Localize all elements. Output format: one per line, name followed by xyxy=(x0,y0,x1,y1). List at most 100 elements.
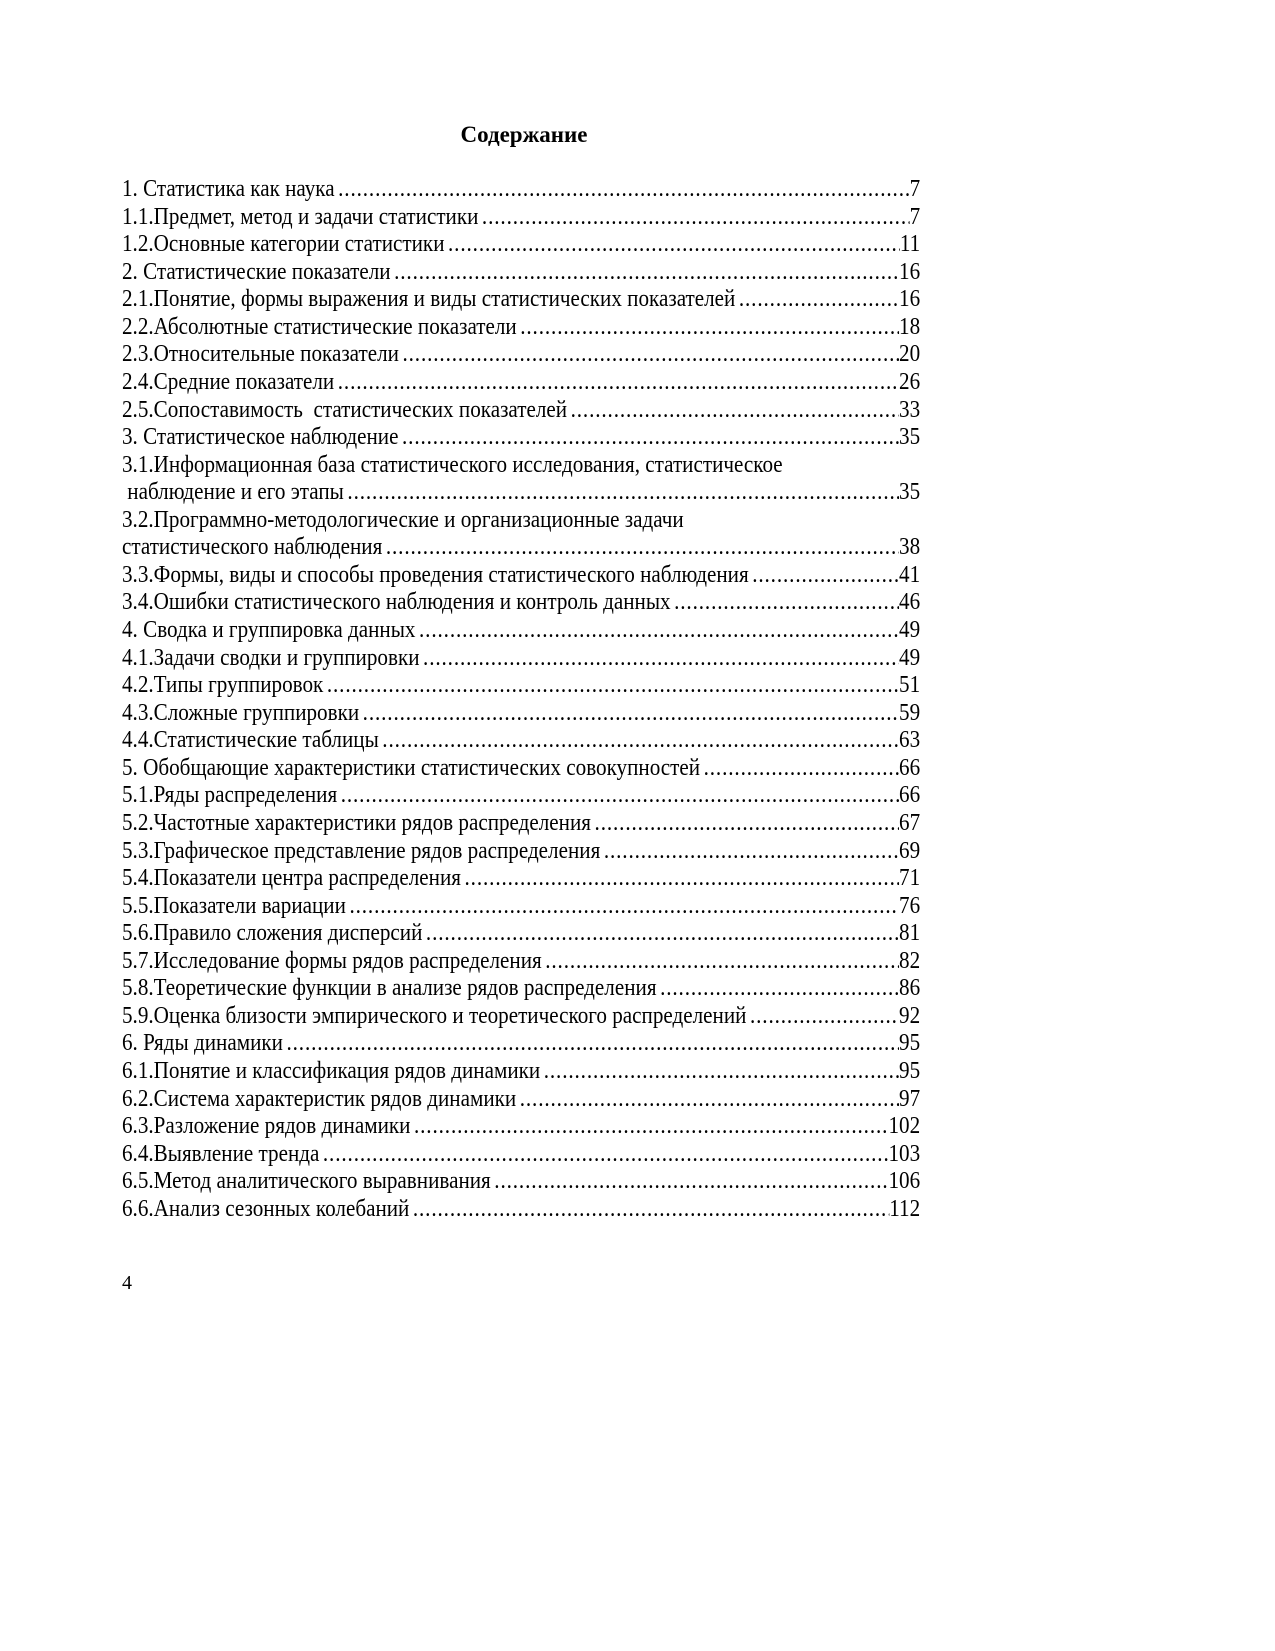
toc-entry-title: 2.2.Абсолютные статистические показатели xyxy=(122,313,517,340)
toc-entry-page: 35 xyxy=(899,479,921,506)
toc-entry[interactable]: 2.2.Абсолютные статистические показатели… xyxy=(122,314,920,342)
dot-leader: ........................................… xyxy=(340,782,899,809)
toc-entry-title: 2. Статистические показатели xyxy=(122,258,391,285)
toc-entry[interactable]: 6.2.Система характеристик рядов динамики… xyxy=(122,1086,920,1114)
toc-entry[interactable]: 3. Статистическое наблюдение............… xyxy=(122,424,920,452)
toc-entry-page: 51 xyxy=(899,672,921,699)
toc-entry-title: 3.3.Формы, виды и способы проведения ста… xyxy=(122,561,749,588)
toc-entry-title: 6.1.Понятие и классификация рядов динами… xyxy=(122,1058,541,1084)
toc-entry-title: 6. Ряды динамики xyxy=(122,1030,283,1057)
dot-leader: ........................................… xyxy=(494,1168,889,1195)
toc-entry-title: статистического наблюдения xyxy=(122,534,383,561)
toc-entry[interactable]: 6.4.Выявление тренда....................… xyxy=(122,1141,920,1169)
toc-entry-page: 41 xyxy=(899,561,921,588)
toc-entry-title: 2.1.Понятие, формы выражения и виды стат… xyxy=(122,286,736,313)
toc-entry-title: 4.1.Задачи сводки и группировки xyxy=(122,644,420,671)
toc-entry[interactable]: 5.9.Оценка близости эмпирического и теор… xyxy=(122,1003,920,1031)
toc-entry-title: 6.3.Разложение рядов динамики xyxy=(122,1113,411,1140)
dot-leader: ........................................… xyxy=(286,1030,899,1057)
toc-entry-page: 86 xyxy=(899,975,921,1002)
toc-entry-title: 4.3.Сложные группировки xyxy=(122,699,360,726)
dot-leader: ........................................… xyxy=(752,561,900,588)
toc-entry-page: 81 xyxy=(899,920,921,947)
toc-entry-title: 5.8.Теоретические функции в анализе рядо… xyxy=(122,975,657,1002)
toc-entry[interactable]: 5.7.Исследование формы рядов распределен… xyxy=(122,948,920,976)
toc-entry[interactable]: 4.4.Статистические таблицы..............… xyxy=(122,727,920,755)
toc-entry-title: 5.7.Исследование формы рядов распределен… xyxy=(122,947,542,974)
toc-entry[interactable]: 5.4.Показатели центра распределения.....… xyxy=(122,865,920,893)
toc-entry-page: 66 xyxy=(899,782,921,809)
toc-entry[interactable]: 6.5.Метод аналитического выравнивания...… xyxy=(122,1168,920,1196)
toc-entry[interactable]: 3.2.Программно-методологические и органи… xyxy=(122,507,920,562)
dot-leader: ........................................… xyxy=(419,617,900,643)
toc-entry[interactable]: 2.1.Понятие, формы выражения и виды стат… xyxy=(122,286,920,314)
toc-entry-page: 69 xyxy=(899,837,921,864)
toc-entry-page: 18 xyxy=(899,313,921,340)
toc-entry[interactable]: 1. Статистика как наука.................… xyxy=(122,176,920,204)
toc-entry[interactable]: 2.5.Сопоставимость статистических показа… xyxy=(122,397,920,425)
toc-entry-title: 5.3.Графическое представление рядов расп… xyxy=(122,837,601,864)
toc-entry-page: 38 xyxy=(899,534,921,561)
dot-leader: ........................................… xyxy=(519,1085,899,1112)
toc-entry-page: 7 xyxy=(909,176,921,202)
toc-entry-title: 3.2.Программно-методологические и органи… xyxy=(122,506,684,533)
toc-entry[interactable]: 6.6.Анализ сезонных колебаний...........… xyxy=(122,1196,920,1224)
toc-entry-title: 5. Обобщающие характеристики статистичес… xyxy=(122,754,701,781)
toc-entry[interactable]: 5.3.Графическое представление рядов расп… xyxy=(122,838,920,866)
toc-entry-title: 4.2.Типы группировок xyxy=(122,672,324,699)
toc-entry[interactable]: 6.1.Понятие и классификация рядов динами… xyxy=(122,1058,920,1086)
toc-entry-title: 3.1.Информационная база статистического … xyxy=(122,451,783,478)
toc-entry[interactable]: 4.2.Типы группировок....................… xyxy=(122,672,920,700)
dot-leader: ........................................… xyxy=(594,809,900,836)
toc-entry-page: 76 xyxy=(899,892,921,919)
toc-entry-page: 112 xyxy=(889,1195,921,1222)
toc-entry[interactable]: 5.8.Теоретические функции в анализе рядо… xyxy=(122,975,920,1003)
dot-leader: ........................................… xyxy=(337,368,899,395)
page-title: Содержание xyxy=(460,122,588,147)
page-number: 4 xyxy=(122,1272,132,1294)
toc-entry-title: 5.4.Показатели центра распределения xyxy=(122,865,462,892)
toc-entry-page: 95 xyxy=(899,1058,921,1084)
toc-entry-title: 1.2.Основные категории статистики xyxy=(122,231,445,258)
toc-entry-title: 1. Статистика как наука xyxy=(122,176,335,202)
toc-entry[interactable]: 4. Сводка и группировка данных..........… xyxy=(122,617,920,645)
toc-entry[interactable]: 3.1.Информационная база статистического … xyxy=(122,452,920,507)
dot-leader: ........................................… xyxy=(413,1113,889,1140)
toc-entry-page: 49 xyxy=(899,644,921,671)
toc-entry-page: 102 xyxy=(888,1113,921,1140)
toc-entry-title: 2.4.Средние показатели xyxy=(122,368,335,395)
toc-entry[interactable]: 4.1.Задачи сводки и группировки.........… xyxy=(122,645,920,673)
dot-leader: ........................................… xyxy=(402,341,899,368)
toc-entry-title: 3. Статистическое наблюдение xyxy=(122,424,399,451)
toc-entry[interactable]: 5.5.Показатели вариации.................… xyxy=(122,893,920,921)
toc-entry[interactable]: 3.4.Ошибки статистического наблюдения и … xyxy=(122,589,920,617)
toc-entry-title: 3.4.Ошибки статистического наблюдения и … xyxy=(122,589,671,616)
toc-entry-page: 67 xyxy=(899,809,921,836)
toc-entry[interactable]: 6.3.Разложение рядов динамики...........… xyxy=(122,1113,920,1141)
toc-entry[interactable]: 2.3.Относительные показатели............… xyxy=(122,341,920,369)
dot-leader: ........................................… xyxy=(543,1058,899,1084)
toc-entry[interactable]: 1.2.Основные категории статистики.......… xyxy=(122,231,920,259)
toc-entry-title: 4.4.Статистические таблицы xyxy=(122,727,379,754)
toc-entry[interactable]: 2. Статистические показатели............… xyxy=(122,259,920,287)
toc-entry[interactable]: 5.2.Частотные характеристики рядов распр… xyxy=(122,810,920,838)
toc-entry[interactable]: 5.6.Правило сложения дисперсий..........… xyxy=(122,920,920,948)
dot-leader: ........................................… xyxy=(660,975,899,1002)
toc-entry[interactable]: 5.1.Ряды распределения..................… xyxy=(122,782,920,810)
toc-entry[interactable]: 6. Ряды динамики........................… xyxy=(122,1030,920,1058)
dot-leader: ........................................… xyxy=(674,589,900,616)
toc-entry-page: 46 xyxy=(899,589,921,616)
toc-entry[interactable]: 4.3.Сложные группировки.................… xyxy=(122,700,920,728)
toc-entry-page: 59 xyxy=(899,699,921,726)
toc-entry-page: 49 xyxy=(899,617,921,643)
dot-leader: ........................................… xyxy=(412,1195,889,1222)
toc-entry[interactable]: 1.1.Предмет, метод и задачи статистики..… xyxy=(122,204,920,232)
toc-entry[interactable]: 5. Обобщающие характеристики статистичес… xyxy=(122,755,920,783)
toc-entry-title: 1.1.Предмет, метод и задачи статистики xyxy=(122,203,479,230)
dot-leader: ........................................… xyxy=(326,672,900,699)
toc-entry-title: 5.1.Ряды распределения xyxy=(122,782,338,809)
toc-entry[interactable]: 3.3.Формы, виды и способы проведения ста… xyxy=(122,562,920,590)
toc-entry[interactable]: 2.4.Средние показатели..................… xyxy=(122,369,920,397)
toc-entry-page: 66 xyxy=(899,754,921,781)
dot-leader: ........................................… xyxy=(349,892,899,919)
